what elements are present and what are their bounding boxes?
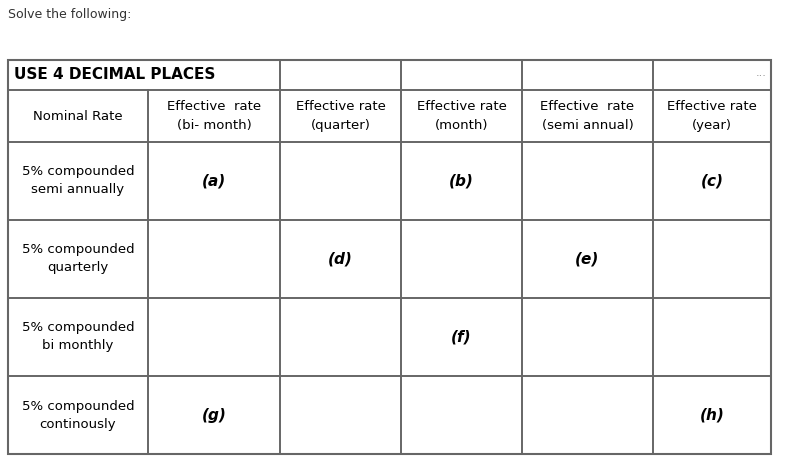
Bar xyxy=(401,60,522,90)
Text: ...: ... xyxy=(756,68,767,78)
Bar xyxy=(8,142,148,220)
Bar xyxy=(522,90,653,142)
Bar xyxy=(148,376,280,454)
Bar xyxy=(8,90,148,142)
Text: (g): (g) xyxy=(202,407,227,423)
Text: (e): (e) xyxy=(575,252,599,266)
Bar xyxy=(8,60,280,90)
Bar xyxy=(148,142,280,220)
Text: (f): (f) xyxy=(451,330,471,345)
Text: (c): (c) xyxy=(701,173,723,188)
Bar xyxy=(653,220,771,298)
Text: Effective  rate
(semi annual): Effective rate (semi annual) xyxy=(540,100,634,132)
Bar xyxy=(8,60,771,454)
Bar xyxy=(401,298,522,376)
Text: (h): (h) xyxy=(700,407,724,423)
Text: Effective rate
(month): Effective rate (month) xyxy=(416,100,506,132)
Text: 5% compounded
continously: 5% compounded continously xyxy=(22,399,134,431)
Text: 5% compounded
semi annually: 5% compounded semi annually xyxy=(22,166,134,197)
Bar xyxy=(653,376,771,454)
Bar xyxy=(280,142,401,220)
Bar xyxy=(401,90,522,142)
Bar xyxy=(280,220,401,298)
Text: USE 4 DECIMAL PLACES: USE 4 DECIMAL PLACES xyxy=(14,67,215,82)
Bar xyxy=(653,142,771,220)
Bar xyxy=(653,60,771,90)
Bar xyxy=(401,376,522,454)
Bar xyxy=(401,142,522,220)
Bar xyxy=(148,298,280,376)
Text: Solve the following:: Solve the following: xyxy=(8,8,131,21)
Bar xyxy=(280,298,401,376)
Bar xyxy=(653,298,771,376)
Bar xyxy=(280,90,401,142)
Text: Nominal Rate: Nominal Rate xyxy=(33,109,123,122)
Text: 5% compounded
bi monthly: 5% compounded bi monthly xyxy=(22,321,134,352)
Text: 5% compounded
quarterly: 5% compounded quarterly xyxy=(22,244,134,274)
Text: Effective  rate
(bi- month): Effective rate (bi- month) xyxy=(167,100,261,132)
Bar xyxy=(8,220,148,298)
Text: (d): (d) xyxy=(328,252,353,266)
Bar xyxy=(522,376,653,454)
Bar xyxy=(8,376,148,454)
Bar xyxy=(401,220,522,298)
Bar xyxy=(653,90,771,142)
Bar xyxy=(522,220,653,298)
Bar xyxy=(8,298,148,376)
Text: Effective rate
(quarter): Effective rate (quarter) xyxy=(296,100,386,132)
Bar xyxy=(280,60,401,90)
Text: (b): (b) xyxy=(449,173,474,188)
Text: Effective rate
(year): Effective rate (year) xyxy=(667,100,757,132)
Text: (a): (a) xyxy=(202,173,226,188)
Bar xyxy=(148,90,280,142)
Bar xyxy=(148,220,280,298)
Bar xyxy=(522,298,653,376)
Bar xyxy=(522,60,653,90)
Bar xyxy=(280,376,401,454)
Bar xyxy=(522,142,653,220)
